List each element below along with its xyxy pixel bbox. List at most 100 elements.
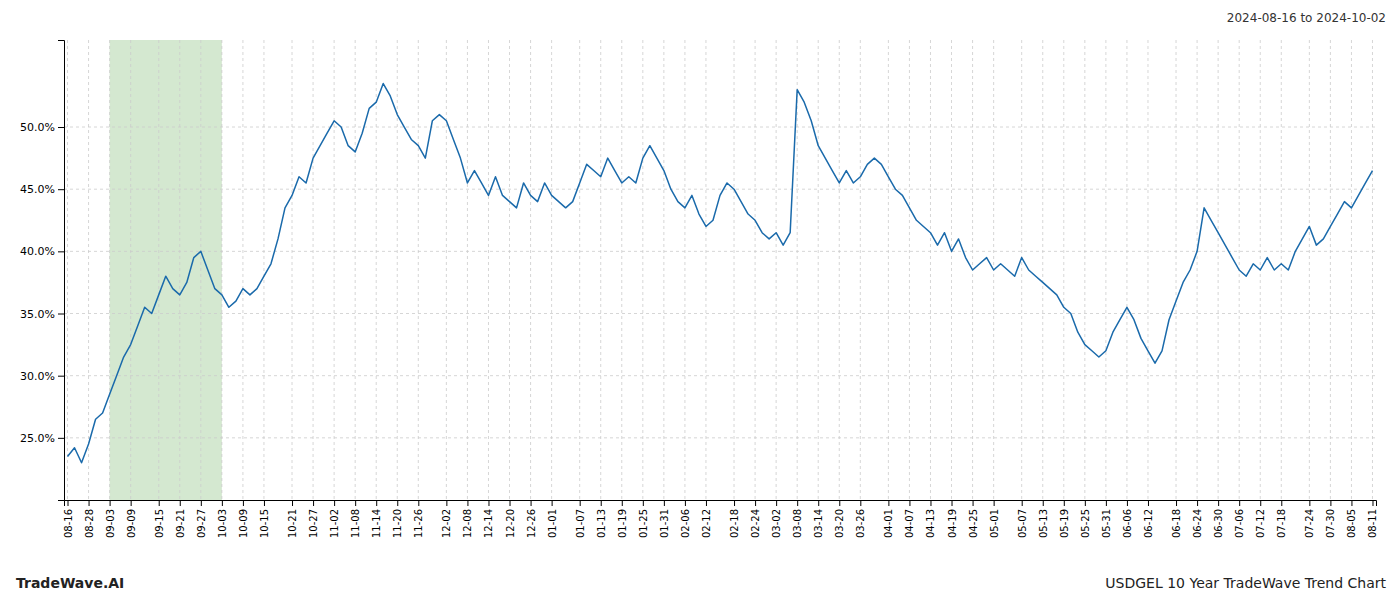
x-tick-mark — [292, 500, 293, 506]
x-tick-label: 07-30 — [1325, 509, 1336, 538]
grid-line-x — [1084, 40, 1085, 500]
grid-line-x — [158, 40, 159, 500]
x-tick: 07-18 — [1276, 500, 1287, 538]
x-axis-line — [65, 501, 1377, 507]
x-tick-label: 01-01 — [547, 509, 558, 538]
x-tick: 10-21 — [287, 500, 298, 538]
y-tick-mark — [58, 376, 64, 377]
grid — [64, 40, 1376, 500]
x-tick: 10-27 — [308, 500, 319, 538]
grid-line-y — [64, 437, 1376, 438]
x-tick-label: 10-27 — [308, 509, 319, 538]
y-tick-label: 50.0% — [20, 121, 55, 134]
x-tick: 03-02 — [771, 500, 782, 538]
x-tick: 02-18 — [729, 500, 740, 538]
x-tick: 06-06 — [1122, 500, 1133, 538]
x-tick-mark — [818, 500, 819, 506]
x-tick-label: 08-05 — [1346, 509, 1357, 538]
y-tick: 45.0% — [20, 183, 64, 196]
x-tick-mark — [1085, 500, 1086, 506]
x-tick: 06-30 — [1213, 500, 1224, 538]
x-tick-label: 06-06 — [1122, 509, 1133, 538]
x-tick-mark — [180, 500, 181, 506]
x-tick-mark — [1351, 500, 1352, 506]
x-tick: 05-07 — [1017, 500, 1028, 538]
x-tick: 01-31 — [659, 500, 670, 538]
x-tick-mark — [243, 500, 244, 506]
x-tick: 03-26 — [855, 500, 866, 538]
x-tick-label: 02-12 — [701, 509, 712, 538]
grid-line-y — [64, 127, 1376, 128]
x-tick-mark — [973, 500, 974, 506]
x-tick-label: 10-03 — [217, 509, 228, 538]
x-tick-mark — [446, 500, 447, 506]
y-tick: 35.0% — [20, 308, 64, 321]
x-tick: 08-11 — [1367, 500, 1378, 538]
grid-line-x — [755, 40, 756, 500]
x-tick: 01-13 — [596, 500, 607, 538]
x-tick-mark — [797, 500, 798, 506]
y-tick: 40.0% — [20, 245, 64, 258]
x-tick-mark — [1022, 500, 1023, 506]
x-tick: 01-19 — [617, 500, 628, 538]
x-tick-label: 04-07 — [904, 509, 915, 538]
grid-line-x — [642, 40, 643, 500]
x-tick: 07-06 — [1234, 500, 1245, 538]
x-tick-mark — [664, 500, 665, 506]
y-axis-line — [58, 41, 65, 501]
y-tick-mark — [58, 438, 64, 439]
x-tick-label: 04-19 — [947, 509, 958, 538]
x-tick: 10-09 — [238, 500, 249, 538]
x-tick-mark — [909, 500, 910, 506]
x-tick-label: 03-14 — [813, 509, 824, 538]
x-tick-mark — [643, 500, 644, 506]
x-tick-mark — [1043, 500, 1044, 506]
x-tick: 03-08 — [792, 500, 803, 538]
grid-line-x — [1281, 40, 1282, 500]
x-tick-label: 04-25 — [968, 509, 979, 538]
x-tick-mark — [706, 500, 707, 506]
x-tick-mark — [1309, 500, 1310, 506]
grid-line-x — [1176, 40, 1177, 500]
grid-line-x — [313, 40, 314, 500]
grid-line-x — [1105, 40, 1106, 500]
x-tick-label: 04-01 — [883, 509, 894, 538]
y-tick-mark — [58, 314, 64, 315]
x-tick-mark — [1260, 500, 1261, 506]
x-tick-label: 05-31 — [1101, 509, 1112, 538]
x-tick: 07-12 — [1255, 500, 1266, 538]
x-tick-mark — [201, 500, 202, 506]
y-tick-label: 25.0% — [20, 432, 55, 445]
x-tick-label: 05-25 — [1080, 509, 1091, 538]
x-tick-label: 01-25 — [638, 509, 649, 538]
x-tick: 11-08 — [350, 500, 361, 538]
annotation: TradeWave.AI — [16, 575, 124, 591]
x-tick-mark — [531, 500, 532, 506]
x-tick-label: 01-13 — [596, 509, 607, 538]
x-tick-mark — [1330, 500, 1331, 506]
x-tick-label: 07-06 — [1234, 509, 1245, 538]
x-tick-label: 05-13 — [1038, 509, 1049, 538]
grid-line-x — [888, 40, 889, 500]
x-tick-mark — [488, 500, 489, 506]
x-tick-mark — [376, 500, 377, 506]
x-tick-mark — [860, 500, 861, 506]
y-tick-mark — [58, 189, 64, 190]
grid-line-x — [334, 40, 335, 500]
x-tick-label: 02-24 — [750, 509, 761, 538]
x-tick: 11-26 — [413, 500, 424, 538]
x-tick-label: 06-18 — [1171, 509, 1182, 538]
x-tick-mark — [1239, 500, 1240, 506]
grid-line-x — [551, 40, 552, 500]
x-tick: 07-24 — [1304, 500, 1315, 538]
y-tick-label: 35.0% — [20, 308, 55, 321]
x-tick: 12-20 — [505, 500, 516, 538]
grid-line-x — [1309, 40, 1310, 500]
x-tick-label: 06-30 — [1213, 509, 1224, 538]
grid-line-x — [446, 40, 447, 500]
y-tick: 25.0% — [20, 432, 64, 445]
x-tick-label: 08-16 — [63, 509, 74, 538]
grid-line-x — [530, 40, 531, 500]
grid-line-x — [930, 40, 931, 500]
x-tick: 09-09 — [126, 500, 137, 538]
